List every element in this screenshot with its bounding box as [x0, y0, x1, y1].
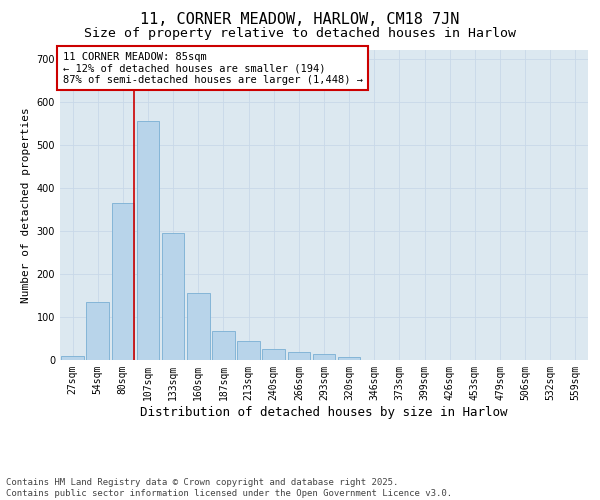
- Bar: [137, 121, 160, 360]
- Bar: [112, 203, 134, 360]
- Bar: [262, 349, 285, 360]
- Bar: [338, 358, 361, 360]
- Bar: [187, 294, 209, 360]
- Text: Size of property relative to detached houses in Harlow: Size of property relative to detached ho…: [84, 28, 516, 40]
- Text: 11 CORNER MEADOW: 85sqm
← 12% of detached houses are smaller (194)
87% of semi-d: 11 CORNER MEADOW: 85sqm ← 12% of detache…: [62, 52, 362, 84]
- Text: 11, CORNER MEADOW, HARLOW, CM18 7JN: 11, CORNER MEADOW, HARLOW, CM18 7JN: [140, 12, 460, 28]
- Y-axis label: Number of detached properties: Number of detached properties: [21, 107, 31, 303]
- Bar: [212, 330, 235, 360]
- Text: Contains HM Land Registry data © Crown copyright and database right 2025.
Contai: Contains HM Land Registry data © Crown c…: [6, 478, 452, 498]
- X-axis label: Distribution of detached houses by size in Harlow: Distribution of detached houses by size …: [140, 406, 508, 418]
- Bar: [287, 352, 310, 360]
- Bar: [237, 340, 260, 360]
- Bar: [313, 354, 335, 360]
- Bar: [61, 356, 84, 360]
- Bar: [86, 302, 109, 360]
- Bar: [162, 233, 184, 360]
